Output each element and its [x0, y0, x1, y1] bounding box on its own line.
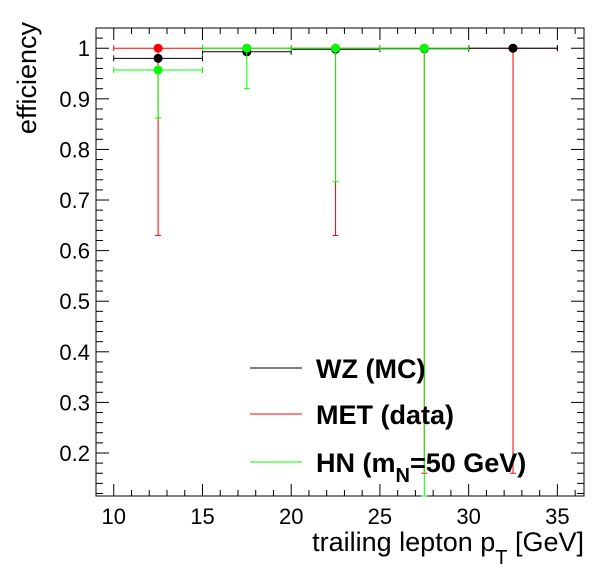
legend-label-subscript: N	[396, 465, 410, 487]
legend-label-main: WZ (MC)	[316, 354, 425, 384]
data-point	[242, 44, 251, 53]
data-point	[154, 65, 163, 74]
y-axis-tick-labels: 0.2 0.3 0.4 0.5 0.6 0.7 0.8 0.9 1	[59, 36, 90, 466]
y-tick-label: 0.5	[59, 289, 90, 314]
y-tick-label: 0.6	[59, 239, 90, 264]
data-point	[509, 44, 518, 53]
y-tick-label: 0.3	[59, 390, 90, 415]
y-tick-label: 0.4	[59, 340, 90, 365]
x-tick-label: 20	[279, 504, 303, 529]
y-tick-label: 1	[78, 36, 90, 61]
x-tick-label: 15	[190, 504, 214, 529]
y-axis-title: efficiency	[12, 22, 42, 135]
legend-label-main: HN (m	[316, 448, 396, 478]
data-point	[420, 44, 429, 53]
y-tick-label: 0.9	[59, 87, 90, 112]
legend-label: WZ (MC)	[316, 354, 425, 384]
data-point	[154, 54, 163, 63]
x-tick-label: 30	[456, 504, 480, 529]
x-tick-label: 35	[545, 504, 569, 529]
legend-label: MET (data)	[316, 400, 454, 430]
x-axis-title-main: trailing lepton p	[312, 527, 495, 557]
y-tick-label: 0.7	[59, 188, 90, 213]
data-point	[154, 44, 163, 53]
y-tick-label: 0.8	[59, 137, 90, 162]
data-point	[331, 44, 340, 53]
x-tick-label: 10	[102, 504, 126, 529]
x-tick-label: 25	[368, 504, 392, 529]
y-tick-label: 0.2	[59, 441, 90, 466]
legend-label-main: MET (data)	[316, 400, 454, 430]
x-axis-title-unit: [GeV]	[507, 527, 584, 557]
x-axis-title-subscript: T	[495, 547, 507, 569]
legend-label-tail: =50 GeV)	[410, 448, 526, 478]
